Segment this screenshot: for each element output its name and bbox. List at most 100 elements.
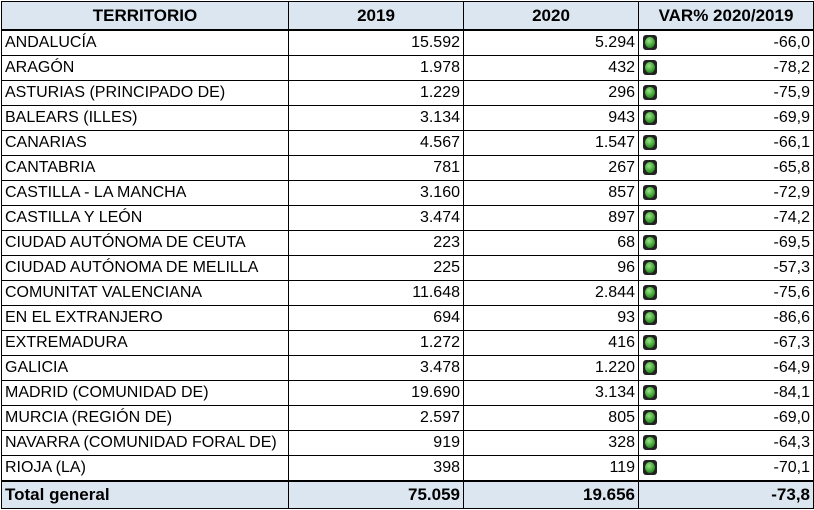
variation-value: -64,3 xyxy=(773,434,810,451)
header-territorio: TERRITORIO xyxy=(1,1,289,31)
table-row: CIUDAD AUTÓNOMA DE MELILLA 225 96 -57,3 xyxy=(1,255,814,281)
table-row: NAVARRA (COMUNIDAD FORAL DE) 919 328 -64… xyxy=(1,430,814,456)
territory-cell: BALEARS (ILLES) xyxy=(1,105,289,131)
value-2019-cell: 2.597 xyxy=(288,405,464,431)
total-row: Total general 75.059 19.656 -73,8 xyxy=(1,480,814,509)
variation-value: -78,2 xyxy=(773,59,810,76)
value-2020-cell: 943 xyxy=(463,105,639,131)
table-row: CANARIAS 4.567 1.547 -66,1 xyxy=(1,130,814,156)
territory-cell: ARAGÓN xyxy=(1,55,289,81)
variation-cell: -64,9 xyxy=(638,355,814,381)
variation-cell: -75,6 xyxy=(638,280,814,306)
table-row: RIOJA (LA) 398 119 -70,1 xyxy=(1,455,814,482)
green-traffic-light-icon xyxy=(643,385,657,400)
value-2020-cell: 267 xyxy=(463,155,639,181)
green-traffic-light-icon xyxy=(643,335,657,350)
total-label: Total general xyxy=(1,480,289,509)
total-2020: 19.656 xyxy=(463,480,639,509)
green-traffic-light-icon xyxy=(643,60,657,75)
table-row: ANDALUCÍA 15.592 5.294 -66,0 xyxy=(1,29,814,56)
green-traffic-light-icon xyxy=(643,110,657,125)
variation-value: -57,3 xyxy=(773,259,810,276)
green-traffic-light-icon xyxy=(643,260,657,275)
value-2019-cell: 3.134 xyxy=(288,105,464,131)
table-row: ASTURIAS (PRINCIPADO DE) 1.229 296 -75,9 xyxy=(1,80,814,106)
table-row: COMUNITAT VALENCIANA 11.648 2.844 -75,6 xyxy=(1,280,814,306)
variation-cell: -84,1 xyxy=(638,380,814,406)
variation-cell: -75,9 xyxy=(638,80,814,106)
value-2020-cell: 5.294 xyxy=(463,29,639,56)
variation-cell: -66,0 xyxy=(638,29,814,56)
variation-cell: -67,3 xyxy=(638,330,814,356)
territory-cell: CIUDAD AUTÓNOMA DE MELILLA xyxy=(1,255,289,281)
variation-value: -75,9 xyxy=(773,84,810,101)
value-2019-cell: 694 xyxy=(288,305,464,331)
table-row: ARAGÓN 1.978 432 -78,2 xyxy=(1,55,814,81)
value-2020-cell: 897 xyxy=(463,205,639,231)
value-2020-cell: 1.220 xyxy=(463,355,639,381)
territory-cell: MADRID (COMUNIDAD DE) xyxy=(1,380,289,406)
variation-value: -69,5 xyxy=(773,234,810,251)
total-variation: -73,8 xyxy=(638,480,814,509)
territory-cell: EN EL EXTRANJERO xyxy=(1,305,289,331)
value-2020-cell: 296 xyxy=(463,80,639,106)
table-row: CASTILLA - LA MANCHA 3.160 857 -72,9 xyxy=(1,180,814,206)
value-2019-cell: 15.592 xyxy=(288,29,464,56)
variation-value: -65,8 xyxy=(773,159,810,176)
variation-value: -67,3 xyxy=(773,334,810,351)
value-2020-cell: 3.134 xyxy=(463,380,639,406)
value-2020-cell: 857 xyxy=(463,180,639,206)
variation-cell: -65,8 xyxy=(638,155,814,181)
green-traffic-light-icon xyxy=(643,310,657,325)
variation-value: -74,2 xyxy=(773,209,810,226)
value-2020-cell: 328 xyxy=(463,430,639,456)
territory-cell: GALICIA xyxy=(1,355,289,381)
territory-cell: ASTURIAS (PRINCIPADO DE) xyxy=(1,80,289,106)
table-row: CASTILLA Y LEÓN 3.474 897 -74,2 xyxy=(1,205,814,231)
table-row: MURCIA (REGIÓN DE) 2.597 805 -69,0 xyxy=(1,405,814,431)
value-2019-cell: 19.690 xyxy=(288,380,464,406)
green-traffic-light-icon xyxy=(643,135,657,150)
variation-cell: -74,2 xyxy=(638,205,814,231)
green-traffic-light-icon xyxy=(643,285,657,300)
header-var: VAR% 2020/2019 xyxy=(638,1,814,31)
green-traffic-light-icon xyxy=(643,460,657,475)
value-2019-cell: 3.474 xyxy=(288,205,464,231)
variation-cell: -69,5 xyxy=(638,230,814,256)
green-traffic-light-icon xyxy=(643,85,657,100)
value-2020-cell: 2.844 xyxy=(463,280,639,306)
variation-cell: -69,9 xyxy=(638,105,814,131)
variation-value: -64,9 xyxy=(773,359,810,376)
table-row: CIUDAD AUTÓNOMA DE CEUTA 223 68 -69,5 xyxy=(1,230,814,256)
value-2019-cell: 3.160 xyxy=(288,180,464,206)
territory-cell: NAVARRA (COMUNIDAD FORAL DE) xyxy=(1,430,289,456)
value-2020-cell: 432 xyxy=(463,55,639,81)
table-row: MADRID (COMUNIDAD DE) 19.690 3.134 -84,1 xyxy=(1,380,814,406)
green-traffic-light-icon xyxy=(643,235,657,250)
green-traffic-light-icon xyxy=(643,360,657,375)
territory-cell: CANARIAS xyxy=(1,130,289,156)
value-2019-cell: 1.978 xyxy=(288,55,464,81)
variation-cell: -66,1 xyxy=(638,130,814,156)
green-traffic-light-icon xyxy=(643,160,657,175)
territory-cell: COMUNITAT VALENCIANA xyxy=(1,280,289,306)
variation-cell: -69,0 xyxy=(638,405,814,431)
territory-cell: ANDALUCÍA xyxy=(1,29,289,56)
table-row: GALICIA 3.478 1.220 -64,9 xyxy=(1,355,814,381)
value-2019-cell: 1.229 xyxy=(288,80,464,106)
value-2020-cell: 119 xyxy=(463,455,639,482)
green-traffic-light-icon xyxy=(643,210,657,225)
variation-value: -72,9 xyxy=(773,184,810,201)
variation-value: -84,1 xyxy=(773,384,810,401)
value-2019-cell: 919 xyxy=(288,430,464,456)
total-2019: 75.059 xyxy=(288,480,464,509)
variation-cell: -70,1 xyxy=(638,455,814,482)
value-2019-cell: 3.478 xyxy=(288,355,464,381)
value-2020-cell: 68 xyxy=(463,230,639,256)
territory-cell: RIOJA (LA) xyxy=(1,455,289,482)
header-row: TERRITORIO 2019 2020 VAR% 2020/2019 xyxy=(1,1,814,31)
value-2020-cell: 805 xyxy=(463,405,639,431)
variation-cell: -57,3 xyxy=(638,255,814,281)
territory-cell: CASTILLA Y LEÓN xyxy=(1,205,289,231)
